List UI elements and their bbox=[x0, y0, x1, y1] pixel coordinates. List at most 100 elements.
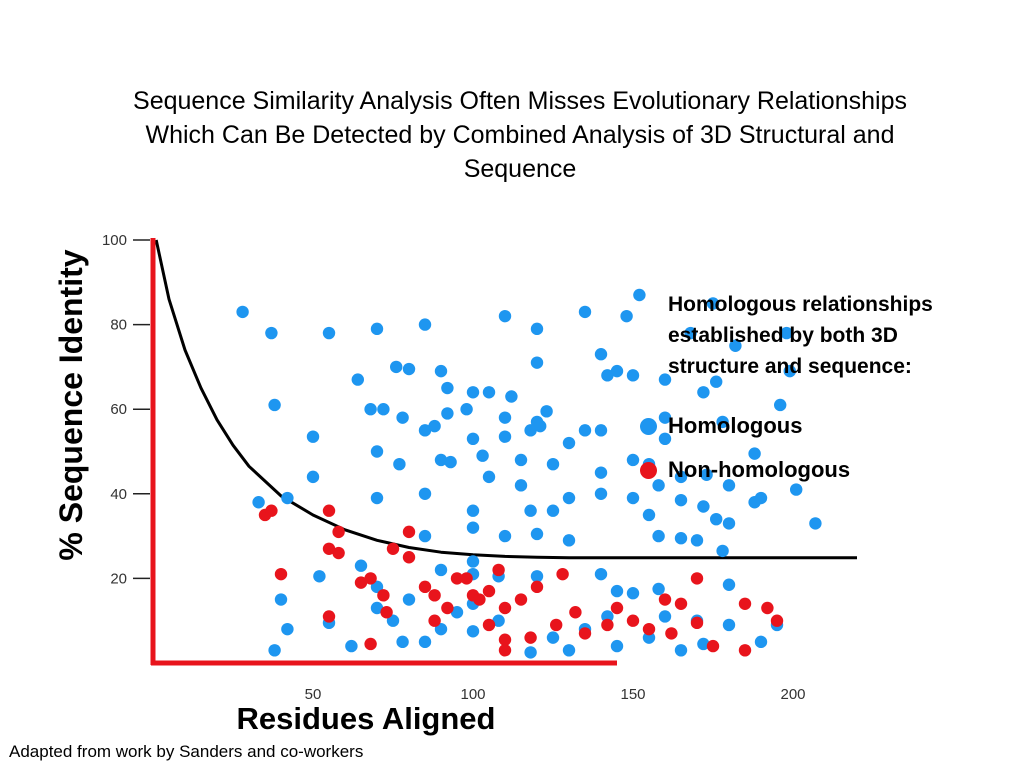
homologous-point bbox=[610, 364, 624, 378]
homologous-point bbox=[428, 419, 441, 433]
non-homologous-point bbox=[690, 616, 704, 630]
homologous-point bbox=[674, 493, 688, 507]
homologous-point bbox=[377, 403, 390, 416]
non-homologous-point bbox=[460, 572, 473, 585]
homologous-point bbox=[524, 646, 537, 659]
homologous-point bbox=[790, 483, 803, 496]
x-tick-label: 150 bbox=[620, 686, 645, 703]
homologous-point bbox=[546, 631, 560, 644]
non-homologous-point bbox=[706, 639, 720, 653]
homologous-point bbox=[754, 491, 768, 505]
non-homologous-point bbox=[569, 606, 582, 619]
non-homologous-point bbox=[658, 593, 672, 606]
homologous-point bbox=[466, 625, 480, 638]
homologous-point bbox=[498, 309, 512, 323]
homologous-point bbox=[476, 449, 489, 462]
homologous-point bbox=[370, 601, 384, 615]
homologous-point bbox=[466, 555, 480, 568]
non-homologous-point bbox=[498, 644, 512, 657]
non-homologous-point bbox=[322, 504, 336, 517]
homologous-point bbox=[418, 424, 432, 437]
homologous-point bbox=[626, 491, 640, 505]
homologous-point bbox=[783, 364, 796, 378]
legend-label-homologous: Homologous bbox=[668, 413, 803, 438]
homologous-point bbox=[354, 559, 368, 572]
homologous-point bbox=[530, 527, 544, 541]
non-homologous-point bbox=[482, 584, 496, 598]
homologous-point bbox=[364, 403, 377, 416]
legend-item-non-homologous: Non-homologous bbox=[640, 455, 850, 485]
homologous-point bbox=[441, 381, 454, 395]
non-homologous-point bbox=[418, 580, 432, 594]
data-points bbox=[236, 288, 822, 659]
legend-heading-line-1: Homologous relationships bbox=[668, 293, 933, 316]
homologous-point bbox=[466, 521, 480, 534]
non-homologous-point bbox=[364, 637, 377, 651]
homologous-point bbox=[562, 644, 576, 657]
non-homologous-point bbox=[665, 627, 678, 640]
non-homologous-point bbox=[610, 601, 624, 615]
non-homologous-point bbox=[498, 633, 512, 646]
non-homologous-point bbox=[332, 525, 345, 539]
non-homologous-point bbox=[674, 597, 688, 610]
homologous-point bbox=[434, 453, 448, 467]
homologous-point bbox=[351, 373, 364, 386]
homologous-point bbox=[370, 580, 384, 594]
x-tick-label: 100 bbox=[460, 686, 485, 703]
homologous-point bbox=[281, 491, 294, 505]
homologous-point bbox=[434, 364, 448, 378]
x-tick-label: 200 bbox=[780, 686, 805, 703]
homologous-point bbox=[652, 582, 665, 596]
homologous-point bbox=[658, 610, 672, 623]
homologous-point bbox=[492, 614, 505, 627]
y-tick-label: 20 bbox=[110, 570, 127, 587]
non-homologous-point bbox=[498, 601, 512, 615]
homologous-point bbox=[626, 369, 640, 382]
homologous-point bbox=[306, 470, 320, 484]
homologous-point bbox=[466, 386, 480, 399]
axes bbox=[150, 238, 617, 666]
non-homologous-point bbox=[530, 580, 544, 594]
homologous-point bbox=[562, 534, 576, 547]
homologous-point bbox=[498, 529, 512, 543]
homologous-point bbox=[441, 407, 454, 420]
homologous-point bbox=[716, 415, 729, 429]
homologous-point bbox=[754, 635, 768, 649]
non-homologous-point bbox=[738, 644, 752, 657]
legend-heading-line-2: established by both 3D bbox=[668, 324, 898, 347]
homologous-point bbox=[396, 635, 409, 649]
homologous-point bbox=[402, 593, 416, 606]
homologous-point bbox=[601, 369, 614, 382]
homologous-point bbox=[674, 644, 688, 657]
x-axis-label: Residues Aligned bbox=[236, 701, 496, 736]
homologous-point bbox=[774, 398, 787, 412]
slide-title: Sequence Similarity Analysis Often Misse… bbox=[40, 84, 1000, 186]
homologous-point bbox=[482, 470, 496, 484]
red-dot-icon bbox=[640, 461, 657, 479]
homologous-point bbox=[697, 386, 710, 399]
homologous-point bbox=[626, 587, 640, 600]
homologous-point bbox=[748, 447, 761, 460]
homologous-point bbox=[700, 468, 713, 481]
homologous-point bbox=[652, 529, 665, 543]
non-homologous-point bbox=[265, 504, 278, 517]
homologous-point bbox=[674, 532, 688, 545]
homologous-point bbox=[684, 326, 697, 340]
homologous-point bbox=[268, 644, 281, 657]
homologous-point bbox=[658, 411, 672, 424]
non-homologous-point bbox=[578, 627, 592, 640]
homologous-point bbox=[562, 436, 576, 450]
homologous-point bbox=[530, 570, 544, 583]
non-homologous-point bbox=[482, 618, 496, 632]
y-tick-label: 80 bbox=[110, 317, 127, 334]
homologous-point bbox=[393, 457, 406, 471]
homologous-point bbox=[722, 479, 736, 492]
homologous-point bbox=[418, 318, 432, 331]
homologous-point bbox=[722, 517, 736, 530]
homologous-point bbox=[697, 637, 710, 651]
homologous-point bbox=[306, 430, 320, 443]
homologous-point bbox=[498, 430, 512, 443]
homologous-point bbox=[418, 487, 432, 500]
threshold-curve bbox=[154, 239, 857, 560]
